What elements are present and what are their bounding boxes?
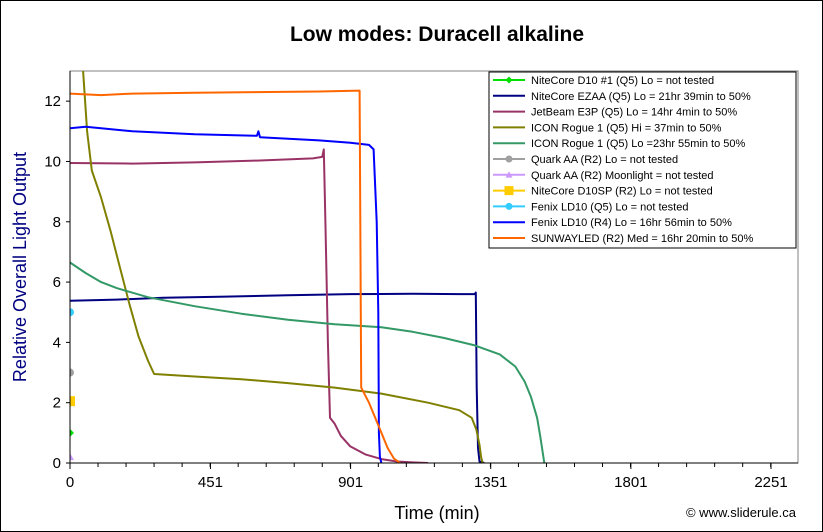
series-line: [70, 125, 383, 463]
series-2: [70, 148, 429, 463]
legend-item: ICON Rogue 1 (Q5) Hi = 37min to 50%: [493, 122, 722, 134]
legend-item: ICON Rogue 1 (Q5) Lo =23hr 55min to 50%: [493, 138, 746, 150]
legend-label: ICON Rogue 1 (Q5) Lo =23hr 55min to 50%: [531, 138, 746, 150]
series-9: [70, 125, 383, 463]
x-tick-label: 2251: [754, 474, 787, 491]
series-4: [70, 261, 546, 463]
data-point: [70, 396, 75, 407]
series-line: [82, 71, 484, 463]
legend-marker: [505, 202, 513, 210]
series-7: [70, 396, 75, 407]
legend-marker: [504, 186, 514, 196]
chart-title: Low modes: Duracell alkaline: [290, 23, 584, 46]
legend-item: JetBeam E3P (Q5) Lo = 14hr 4min to 50%: [493, 107, 737, 119]
legend-label: Fenix LD10 (Q5) Lo = not tested: [531, 201, 688, 213]
legend-label: NiteCore EZAA (Q5) Lo = 21hr 39min to 50…: [531, 91, 751, 103]
data-point: [70, 428, 74, 437]
legend-label: NiteCore D10 #1 (Q5) Lo = not tested: [531, 75, 714, 87]
y-tick-label: 10: [44, 153, 61, 170]
series-line: [70, 148, 429, 463]
series-8: [70, 308, 74, 317]
x-tick-label: 901: [338, 474, 363, 491]
y-tick-label: 8: [53, 214, 61, 231]
y-tick-label: 0: [53, 455, 61, 472]
series-line: [70, 261, 546, 463]
legend-item: Fenix LD10 (Q5) Lo = not tested: [493, 201, 688, 213]
series-3: [82, 71, 484, 463]
legend-item: NiteCore EZAA (Q5) Lo = 21hr 39min to 50…: [493, 91, 751, 103]
series-layer: [70, 71, 546, 463]
data-point: [70, 308, 74, 317]
legend-label: Quark AA (R2) Lo = not tested: [531, 154, 678, 166]
series-10: [70, 89, 401, 463]
legend-items: NiteCore D10 #1 (Q5) Lo = not tested Nite…: [493, 75, 753, 245]
y-tick-label: 2: [53, 395, 61, 412]
x-tick-label: 1801: [614, 474, 647, 491]
legend-label: NiteCore D10SP (R2) Lo = not tested: [531, 186, 713, 198]
y-tick-label: 4: [53, 334, 61, 351]
legend-label: SUNWAYLED (R2) Med = 16hr 20min to 50%: [531, 233, 753, 245]
legend-item: NiteCore D10 #1 (Q5) Lo = not tested: [493, 75, 714, 87]
axes-layer: 0 2 4 6 8 10 12 0 451 901 1351 1801 2251: [44, 71, 798, 491]
legend-label: ICON Rogue 1 (Q5) Hi = 37min to 50%: [531, 122, 722, 134]
data-point: [70, 452, 74, 461]
credit-text: © www.sliderule.ca: [686, 505, 797, 520]
legend-label: JetBeam E3P (Q5) Lo = 14hr 4min to 50%: [531, 107, 737, 119]
legend-label: Fenix LD10 (R4) Lo = 16hr 56min to 50%: [531, 217, 732, 229]
legend-item: Fenix LD10 (R4) Lo = 16hr 56min to 50%: [493, 217, 732, 229]
legend-item: Quark AA (R2) Moonlight = not tested: [493, 170, 714, 182]
legend-marker: [505, 76, 513, 84]
legend-item: Quark AA (R2) Lo = not tested: [493, 154, 678, 166]
legend-label: Quark AA (R2) Moonlight = not tested: [531, 170, 714, 182]
legend-marker: [505, 171, 513, 178]
x-tick-label: 1351: [474, 474, 507, 491]
x-tick-label: 451: [198, 474, 223, 491]
x-tick-label: 0: [66, 474, 74, 491]
x-axis-title: Time (min): [394, 503, 479, 523]
legend-item: NiteCore D10SP (R2) Lo = not tested: [493, 186, 713, 198]
series-6: [70, 452, 74, 461]
legend-box: [488, 71, 797, 249]
y-axis-title: Relative Overall Light Output: [10, 152, 30, 382]
series-line: [70, 89, 401, 463]
data-point: [70, 368, 74, 377]
legend-item: SUNWAYLED (R2) Med = 16hr 20min to 50%: [493, 233, 753, 245]
legend: NiteCore D10 #1 (Q5) Lo = not tested Nite…: [488, 71, 797, 249]
y-tick-label: 12: [44, 93, 61, 110]
legend-marker: [505, 155, 513, 163]
series-0: [70, 428, 74, 437]
y-tick-label: 6: [53, 274, 61, 291]
series-5: [70, 368, 74, 377]
